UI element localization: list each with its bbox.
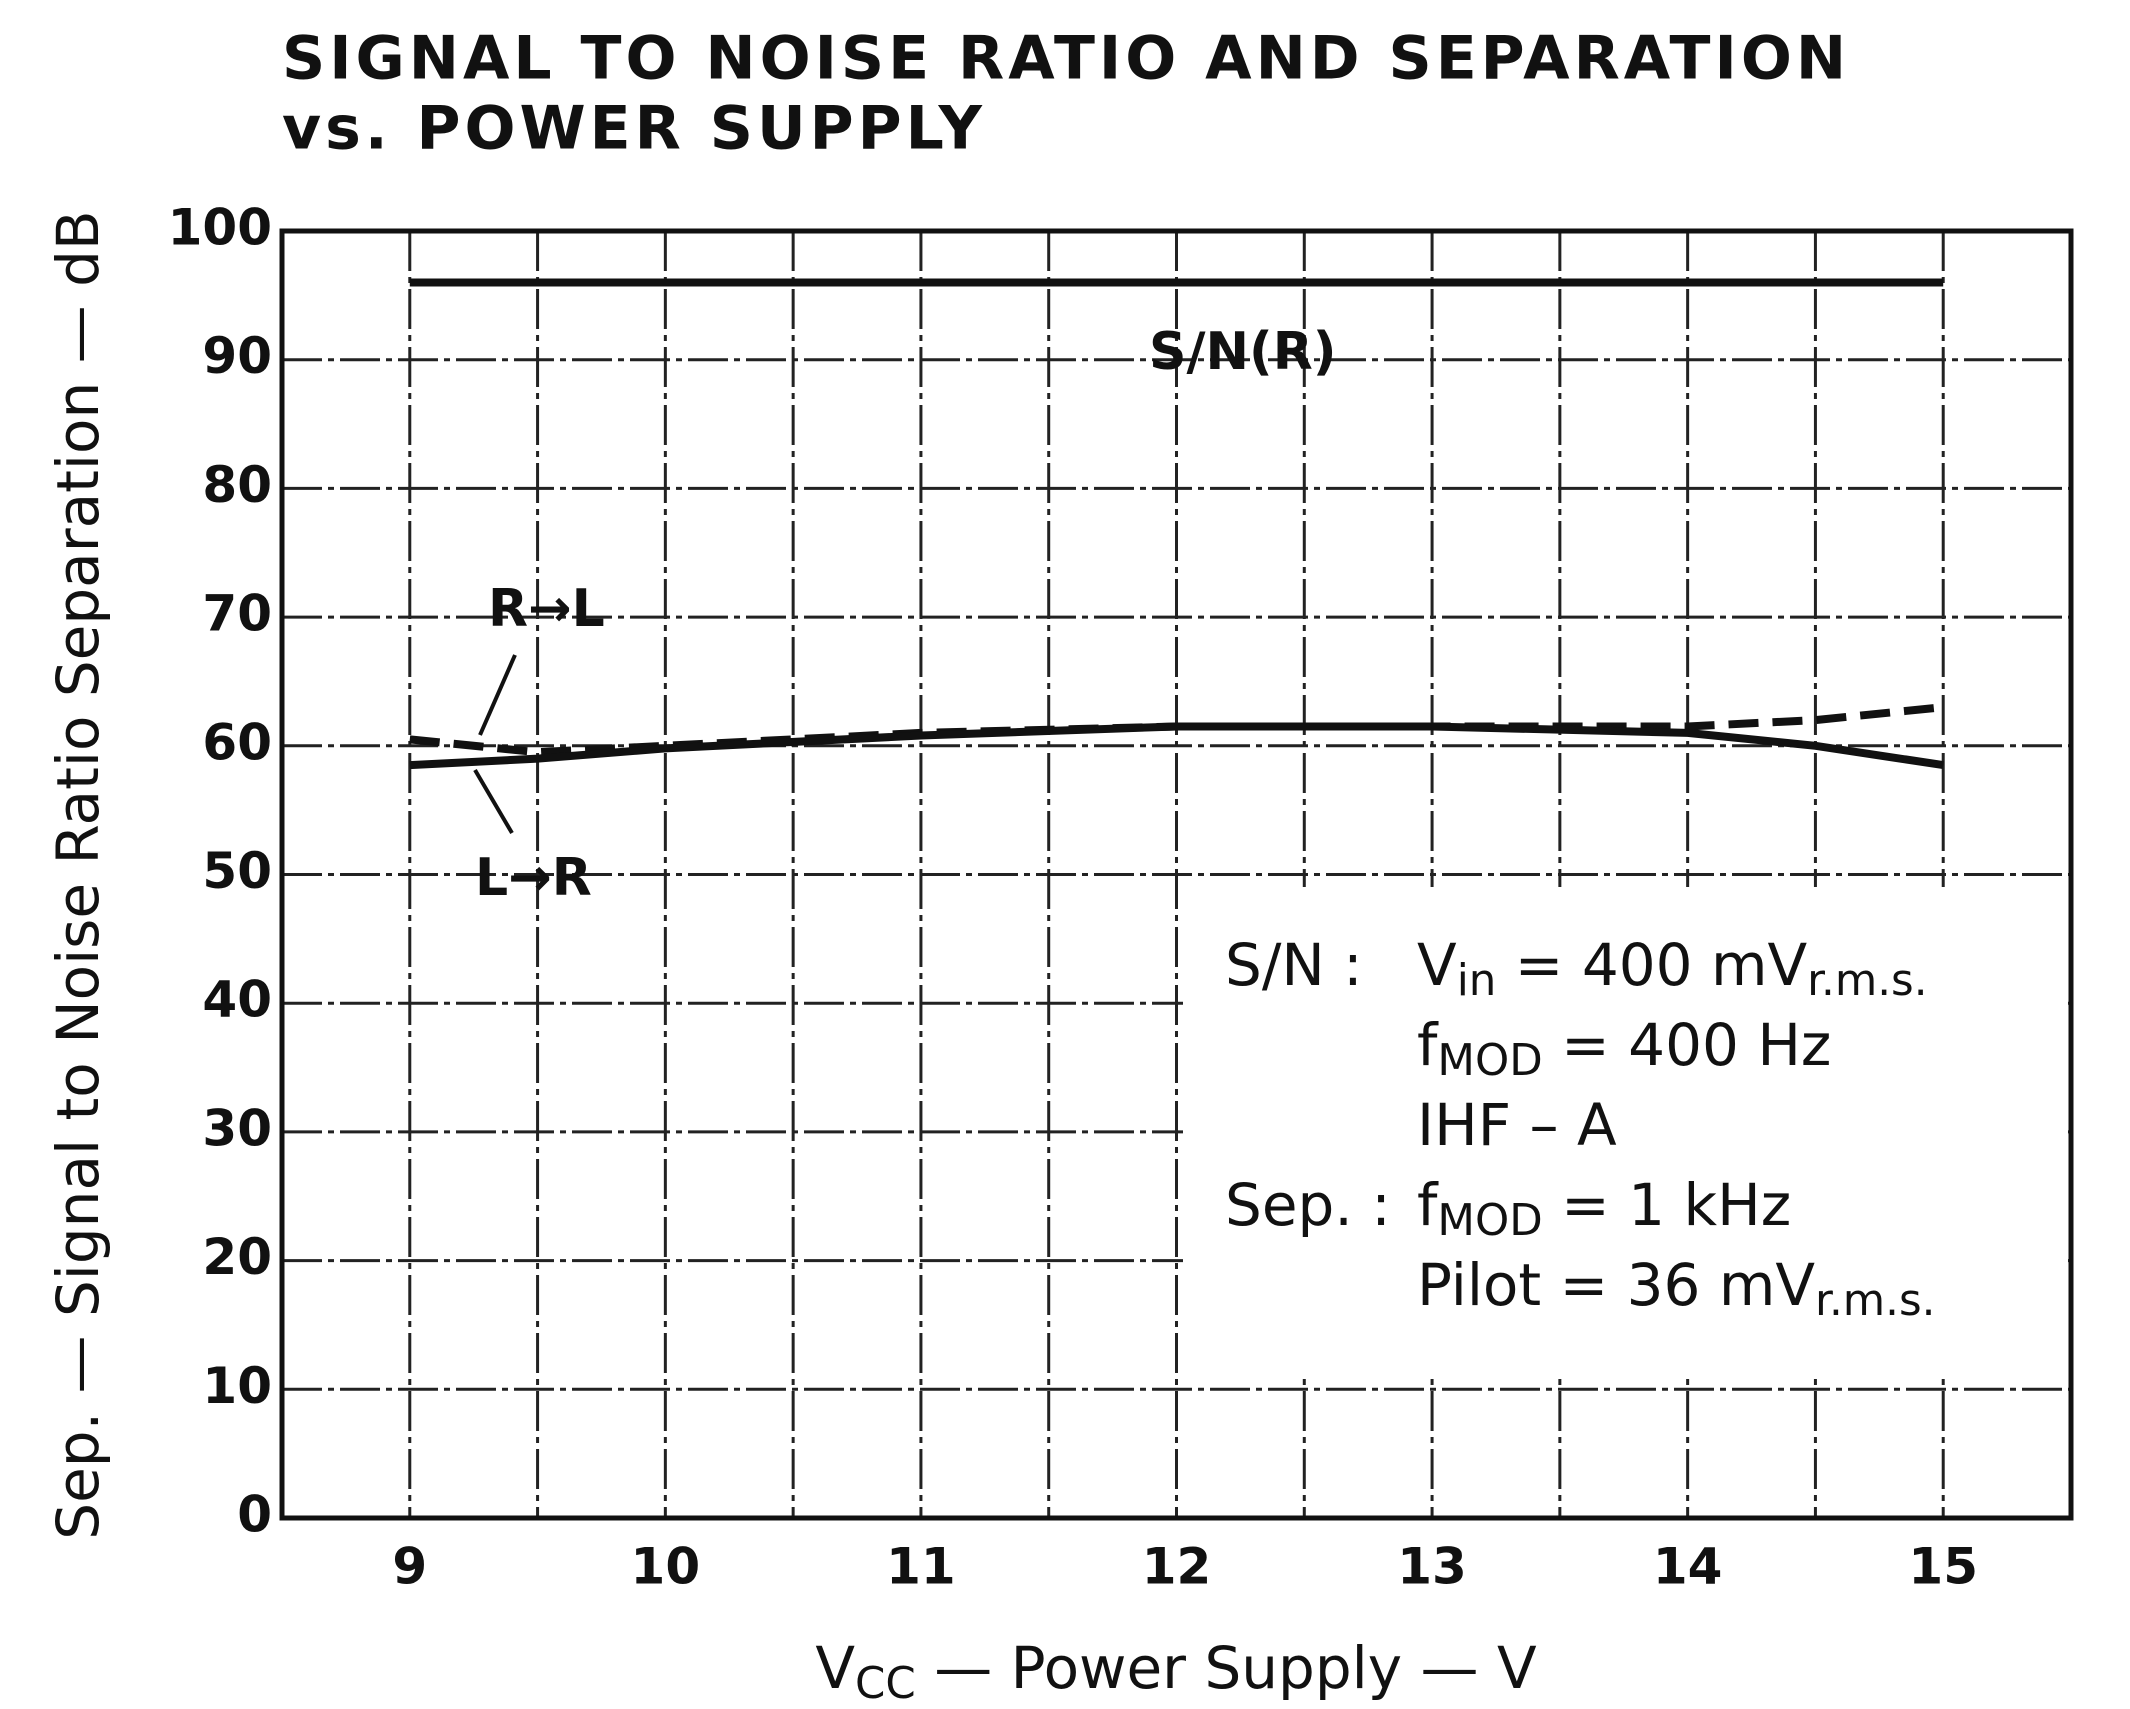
x-tick-label: 12 (1142, 1538, 1212, 1596)
text-part: f (1417, 1171, 1439, 1239)
x-tick-label: 10 (631, 1538, 701, 1596)
y-tick-label: 50 (202, 842, 272, 900)
note-line: fMOD = 400 Hz (1417, 1011, 1831, 1085)
text-part: IHF – A (1417, 1091, 1617, 1159)
x-tick-label: 15 (1908, 1538, 1978, 1596)
series-label: S/N(R) (1149, 322, 1337, 382)
x-tick-label: 9 (392, 1538, 427, 1596)
series-label: R→L (488, 579, 605, 639)
leader-line (473, 768, 514, 835)
note-line: Vin = 400 mVr.m.s. (1417, 931, 1928, 1005)
y-tick-label: 40 (202, 971, 272, 1029)
note-line: IHF – A (1417, 1091, 1617, 1159)
leaders (473, 654, 517, 835)
y-tick-label: 60 (202, 713, 272, 771)
note-line: Pilot = 36 mVr.m.s. (1417, 1251, 1935, 1325)
subscript: CC (855, 1659, 916, 1709)
x-tick-label: 14 (1653, 1538, 1723, 1596)
x-tick-label: 11 (886, 1538, 956, 1596)
chart-title: SIGNAL TO NOISE RATIO AND SEPARATION (282, 24, 1850, 94)
y-tick-label: 0 (237, 1486, 272, 1544)
series-line (409, 722, 1944, 770)
text-part: = 1 kHz (1543, 1171, 1791, 1239)
text-part: = 400 mV (1496, 931, 1807, 999)
chart-title: vs. POWER SUPPLY (282, 94, 986, 164)
note-box (1183, 887, 2064, 1376)
y-tick-label: 70 (202, 585, 272, 643)
y-axis-label: Sep. — Signal to Noise Ratio Separation … (44, 210, 112, 1539)
leader-line (478, 654, 517, 736)
subscript: in (1457, 956, 1497, 1006)
x-tick-label: 13 (1397, 1538, 1467, 1596)
text-part: V (815, 1634, 855, 1702)
y-tick-label: 10 (202, 1357, 272, 1415)
subscript: r.m.s. (1807, 956, 1927, 1006)
x-axis-label: VCC — Power Supply — V (815, 1634, 1537, 1708)
text-part: V (1417, 931, 1457, 999)
y-tick-label: 30 (202, 1099, 272, 1157)
subscript: MOD (1437, 1196, 1542, 1246)
note-label: Sep. : (1225, 1171, 1391, 1239)
subscript: r.m.s. (1815, 1276, 1935, 1326)
series-label: L→R (475, 848, 592, 908)
note-label: S/N : (1225, 931, 1363, 999)
y-tick-label: 80 (202, 456, 272, 514)
text-part: f (1417, 1011, 1439, 1079)
note-line: fMOD = 1 kHz (1417, 1171, 1791, 1245)
text-part: — Power Supply — V (916, 1634, 1537, 1702)
y-tick-label: 90 (202, 327, 272, 385)
text-part: = 400 Hz (1543, 1011, 1832, 1079)
y-tick-label: 20 (202, 1228, 272, 1286)
text-part: Pilot = 36 mV (1417, 1251, 1815, 1319)
y-tick-label: 100 (168, 199, 272, 257)
subscript: MOD (1437, 1036, 1542, 1086)
plot-frame (279, 228, 2074, 1521)
